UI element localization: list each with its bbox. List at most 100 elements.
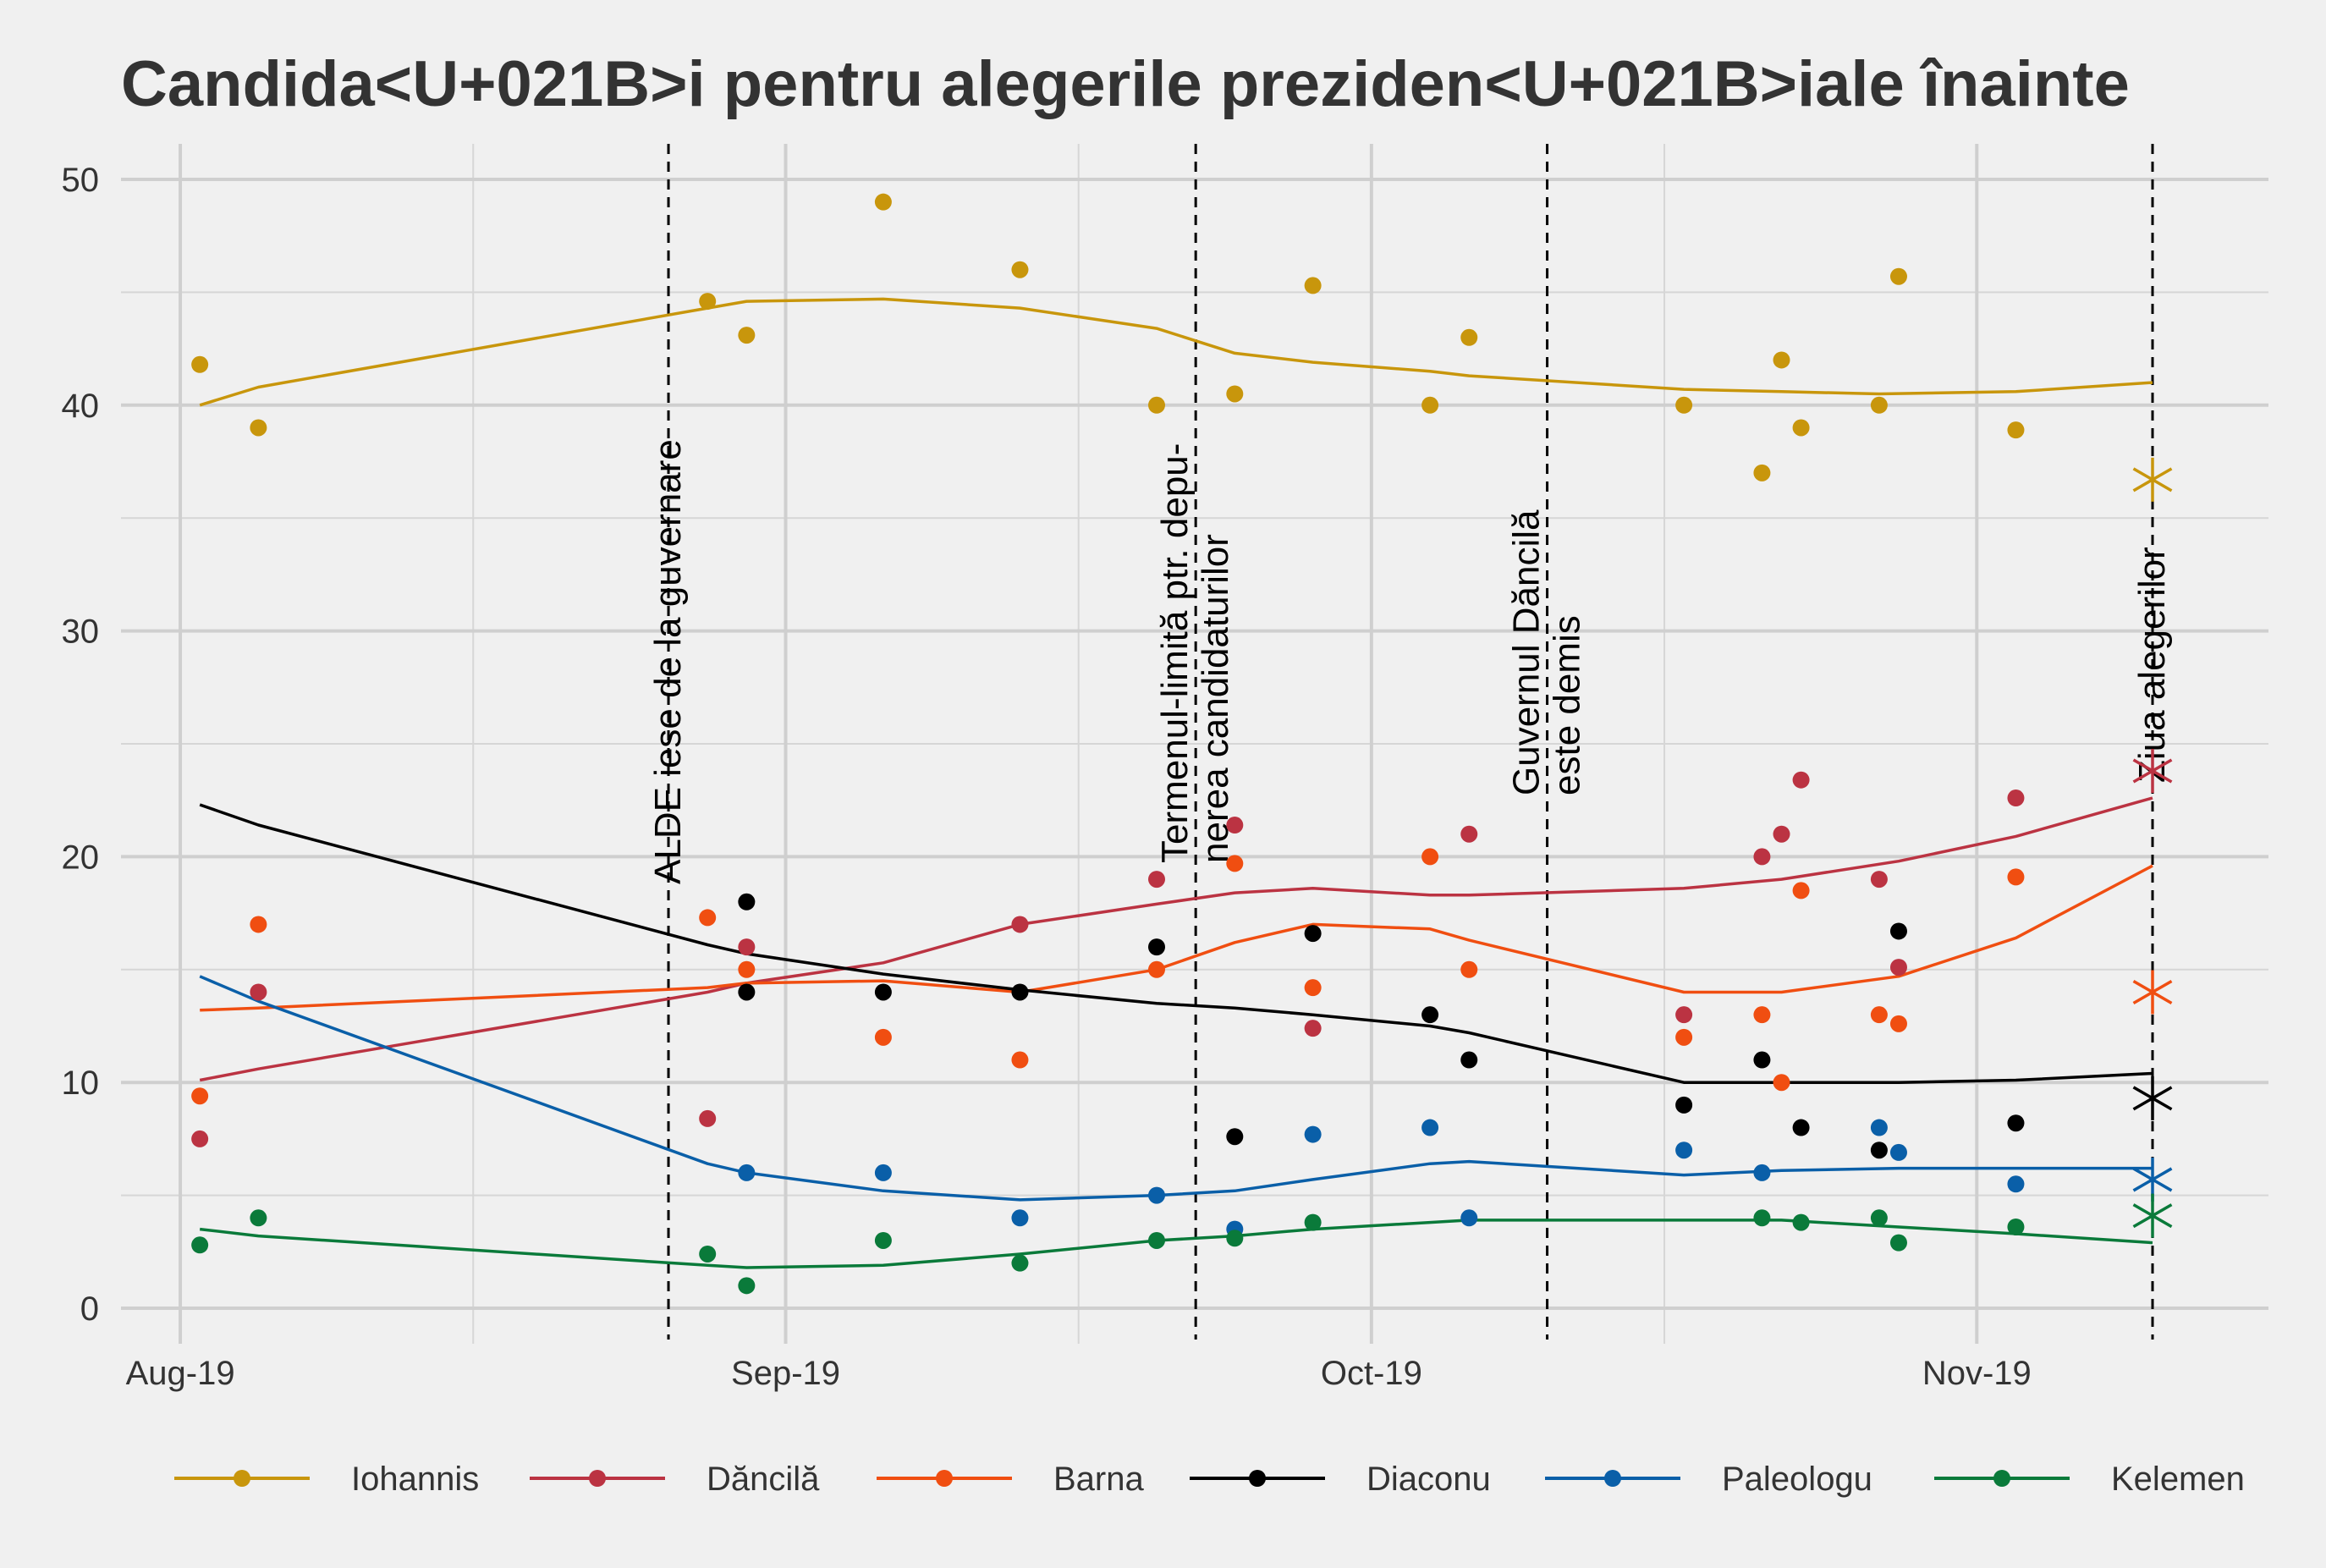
x-tick-label: Oct-19 (1321, 1355, 1422, 1392)
trend-line-diaconu (199, 803, 2153, 1084)
data-point-barna (1675, 1028, 1693, 1046)
data-point-barna (699, 909, 717, 927)
trend-line-barna (200, 864, 2153, 1012)
data-point-iohannis (2007, 421, 2025, 439)
data-point-diaconu (1421, 1006, 1439, 1024)
data-point-dăncilă (1148, 871, 1165, 889)
data-point-paleologu (1460, 1209, 1478, 1227)
legend-key-point (936, 1470, 953, 1487)
data-point-iohannis (1889, 267, 1907, 285)
legend-label: Dăncilă (707, 1461, 820, 1498)
data-point-paleologu (1870, 1119, 1888, 1136)
data-point-diaconu (874, 983, 892, 1001)
data-points (191, 193, 2025, 1295)
result-marker-diaconu (2132, 1076, 2173, 1120)
data-point-paleologu (1304, 1125, 1322, 1143)
data-point-dăncilă (1870, 871, 1888, 889)
data-point-barna (191, 1087, 209, 1105)
data-point-diaconu (1304, 925, 1322, 943)
data-point-dăncilă (1304, 1020, 1322, 1037)
data-point-iohannis (1226, 385, 1244, 403)
data-point-dăncilă (1889, 959, 1907, 977)
data-point-barna (1460, 960, 1478, 978)
data-point-barna (1773, 1074, 1790, 1092)
data-point-barna (1011, 1051, 1029, 1069)
legend-item-iohannis: Iohannis (174, 1461, 479, 1498)
data-point-kelemen (1870, 1209, 1888, 1227)
chart-title: Candida<U+021B>i pentru alegerile prezid… (121, 48, 2130, 120)
data-point-dăncilă (1460, 825, 1478, 843)
event-lines: ALDE iese de la guvernare Termenul-limită… (647, 144, 2173, 1340)
data-point-iohannis (738, 327, 756, 344)
data-point-diaconu (738, 983, 756, 1001)
result-marker-stroke (2132, 1203, 2173, 1229)
data-point-kelemen (874, 1231, 892, 1249)
data-point-diaconu (1011, 983, 1029, 1001)
data-point-iohannis (1773, 351, 1790, 369)
trend-line-dăncilă (199, 796, 2153, 1082)
election-results (2132, 457, 2173, 1238)
data-point-diaconu (1753, 1051, 1771, 1069)
data-point-barna (1870, 1006, 1888, 1024)
data-point-kelemen (1792, 1213, 1810, 1231)
event-annotation: Termenul-limită ptr. depu- (1154, 443, 1196, 863)
data-point-iohannis (1753, 464, 1771, 481)
data-point-iohannis (191, 355, 209, 373)
data-point-dăncilă (1792, 771, 1810, 789)
data-point-dăncilă (738, 938, 756, 956)
y-tick-label: 10 (62, 1065, 100, 1102)
data-point-dăncilă (250, 983, 267, 1001)
result-marker-barna (2132, 970, 2173, 1015)
legend-label: Diaconu (1366, 1461, 1491, 1498)
data-point-barna (738, 960, 756, 978)
data-point-diaconu (1870, 1142, 1888, 1159)
legend-key-point (234, 1470, 250, 1487)
data-point-diaconu (1148, 938, 1165, 956)
data-point-diaconu (1792, 1119, 1810, 1136)
data-point-barna (1304, 979, 1322, 997)
legend-item-diaconu: Diaconu (1190, 1461, 1491, 1498)
data-point-paleologu (1011, 1209, 1029, 1227)
data-point-barna (1148, 960, 1165, 978)
data-point-paleologu (1148, 1186, 1165, 1204)
data-point-iohannis (1304, 277, 1322, 294)
data-point-barna (1226, 855, 1244, 872)
data-point-kelemen (2007, 1218, 2025, 1235)
result-marker-dăncilă (2132, 749, 2173, 794)
legend-key-point (1604, 1470, 1621, 1487)
data-point-iohannis (1870, 396, 1888, 414)
data-point-dăncilă (1753, 848, 1771, 866)
data-point-dăncilă (699, 1109, 717, 1127)
data-point-kelemen (1753, 1209, 1771, 1227)
result-marker-stroke (2132, 758, 2173, 784)
result-marker-kelemen (2132, 1193, 2173, 1238)
data-point-paleologu (2007, 1175, 2025, 1193)
data-point-diaconu (1460, 1051, 1478, 1069)
data-point-diaconu (1675, 1096, 1693, 1114)
data-point-barna (1753, 1006, 1771, 1024)
data-point-paleologu (738, 1164, 756, 1181)
data-point-iohannis (1675, 396, 1693, 414)
data-point-kelemen (1889, 1234, 1907, 1252)
data-point-dăncilă (2007, 790, 2025, 807)
event-annotation: nerea candidaturilor (1195, 534, 1236, 863)
legend-key-point (1249, 1470, 1266, 1487)
data-point-iohannis (1148, 396, 1165, 414)
y-tick-label: 40 (62, 388, 100, 425)
y-tick-label: 0 (80, 1290, 99, 1328)
trend-line-iohannis (199, 297, 2153, 407)
data-point-kelemen (1011, 1254, 1029, 1272)
data-point-barna (874, 1028, 892, 1046)
legend-item-barna: Barna (877, 1461, 1144, 1498)
x-tick-label: Sep-19 (731, 1355, 840, 1392)
data-point-paleologu (1421, 1119, 1439, 1136)
data-point-iohannis (699, 293, 717, 311)
data-point-diaconu (2007, 1114, 2025, 1132)
data-point-dăncilă (1226, 817, 1244, 834)
data-point-kelemen (738, 1277, 756, 1295)
event-annotation: Guvernul Dăncilă (1506, 509, 1548, 795)
result-marker-stroke (2132, 979, 2173, 1004)
result-marker-iohannis (2132, 457, 2173, 502)
result-marker-stroke (2132, 467, 2173, 492)
